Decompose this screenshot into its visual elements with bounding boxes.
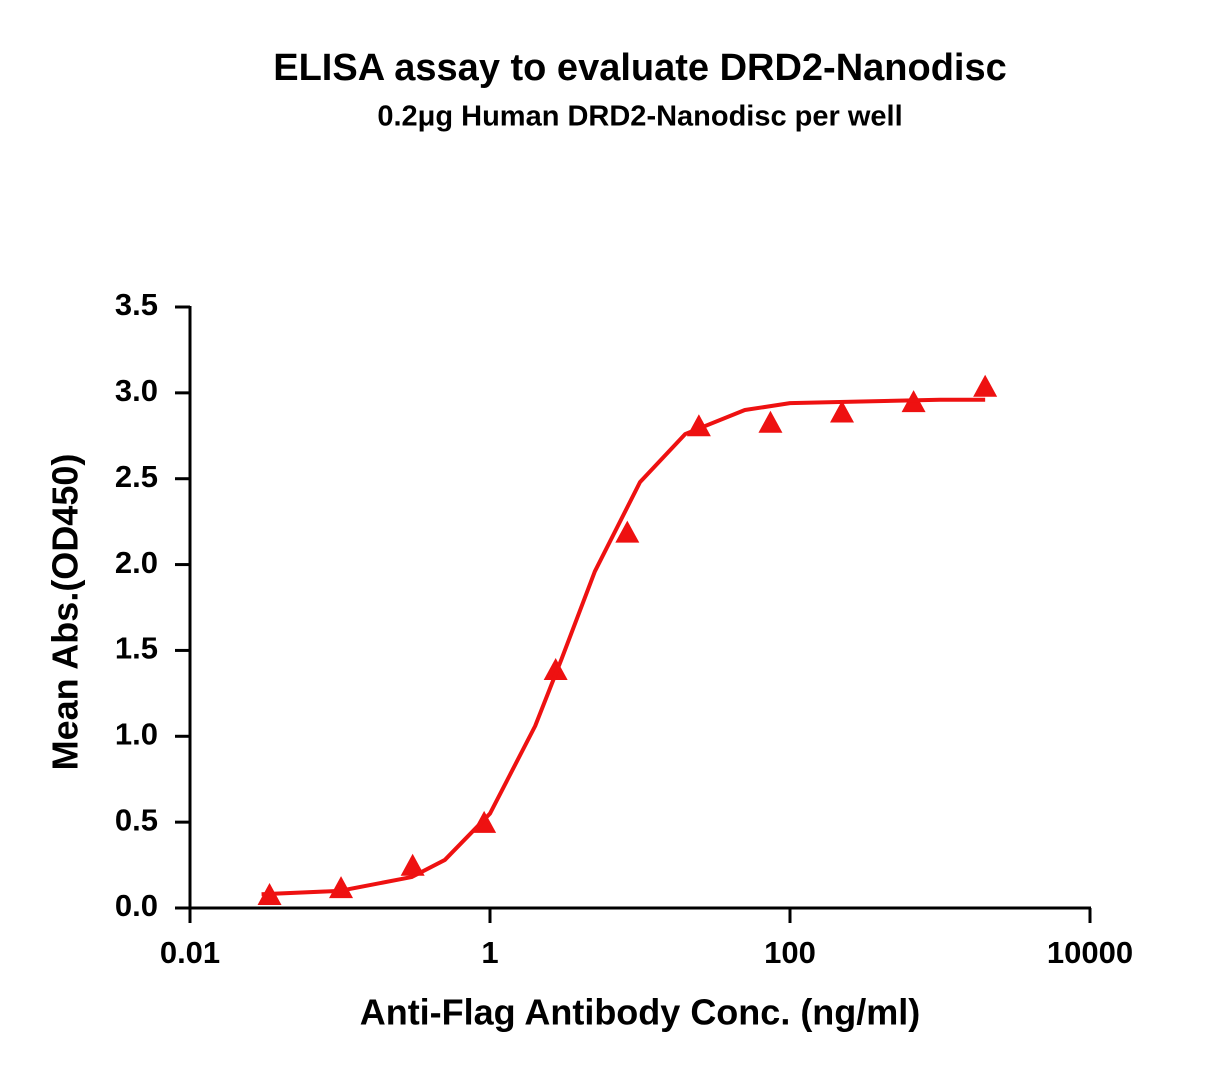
data-point — [400, 853, 425, 876]
data-point — [615, 520, 640, 543]
chart-title: ELISA assay to evaluate DRD2-Nanodisc — [273, 47, 1007, 89]
x-tick-label: 10000 — [1047, 935, 1133, 970]
y-tick-label: 0.0 — [115, 888, 158, 923]
y-tick-label: 3.5 — [115, 287, 158, 322]
data-point — [830, 400, 855, 423]
x-axis-title: Anti-Flag Antibody Conc. (ng/ml) — [360, 992, 921, 1033]
data-point — [758, 410, 783, 433]
data-point — [973, 374, 998, 397]
y-tick-label: 3.0 — [115, 373, 158, 408]
y-tick-label: 2.5 — [115, 459, 158, 494]
y-axis-title: Mean Abs.(OD450) — [45, 454, 86, 771]
chart-subtitle: 0.2μg Human DRD2-Nanodisc per well — [377, 101, 902, 133]
x-tick-label: 0.01 — [160, 935, 220, 970]
y-tick-label: 1.5 — [115, 631, 158, 666]
y-tick-label: 2.0 — [115, 545, 158, 580]
x-tick-label: 1 — [481, 935, 498, 970]
y-tick-label: 1.0 — [115, 716, 158, 751]
fit-curve — [261, 397, 986, 897]
y-tick-label: 0.5 — [115, 802, 158, 837]
x-tick-label: 100 — [764, 935, 816, 970]
